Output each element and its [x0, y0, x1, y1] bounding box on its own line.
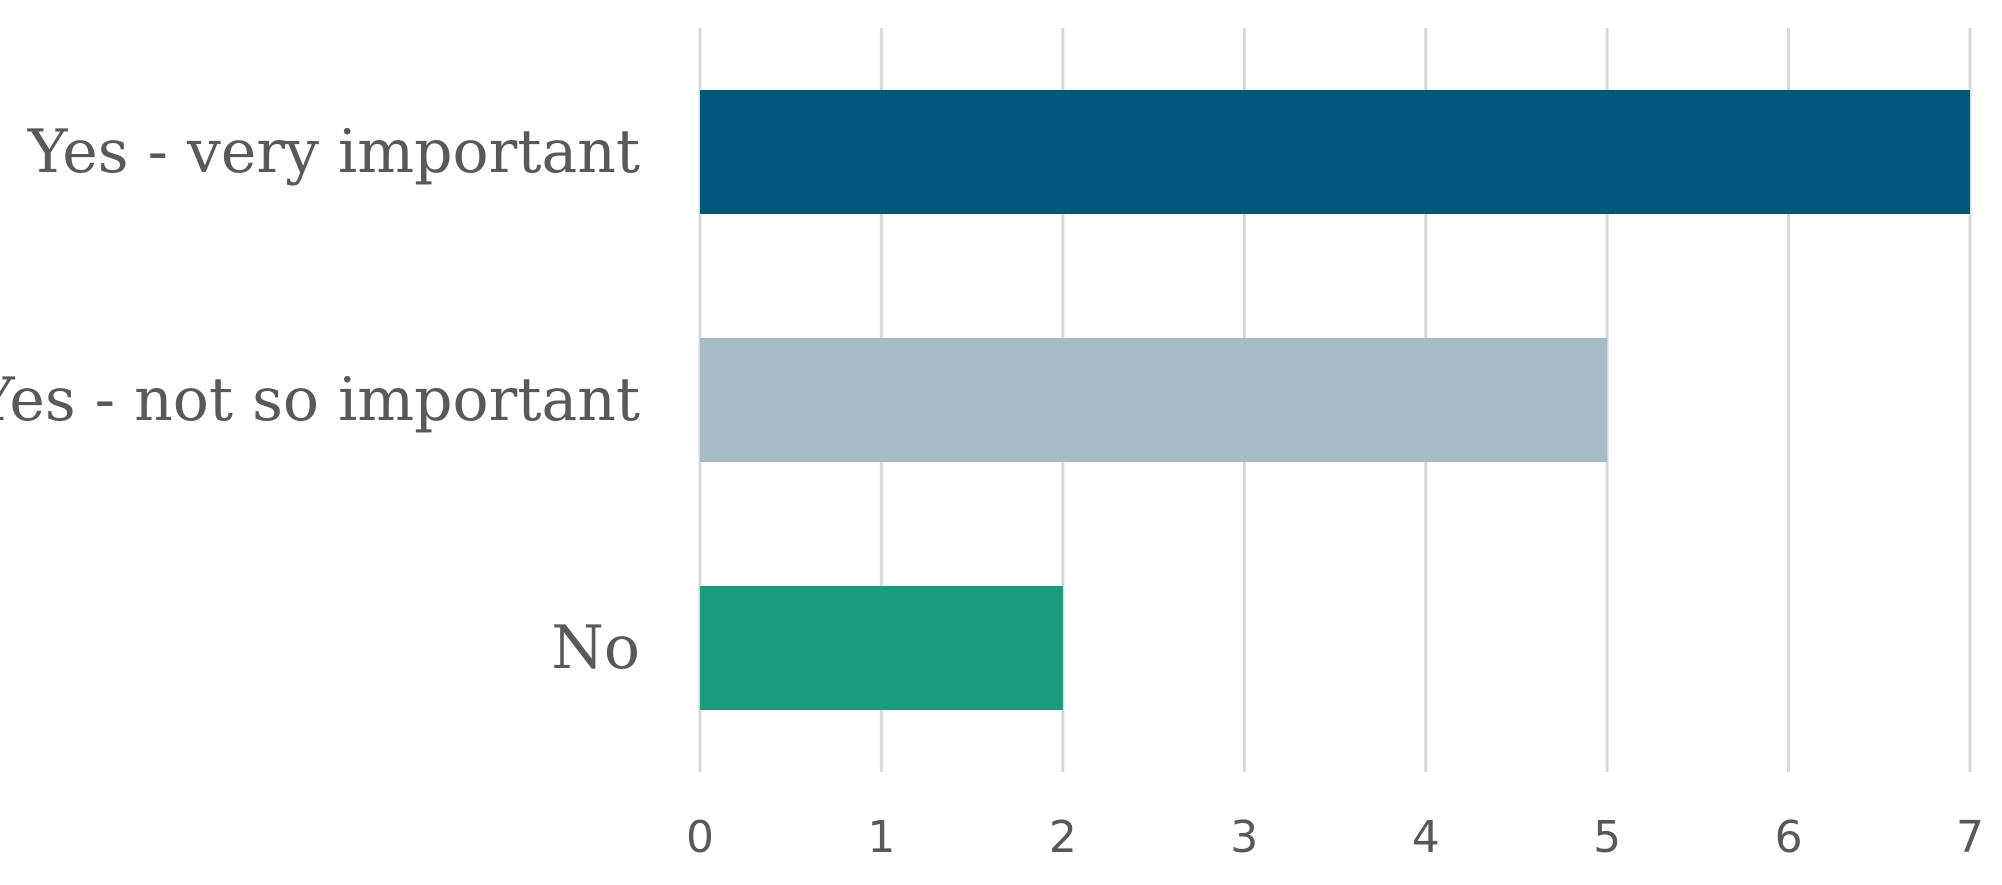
- bar-2: [700, 586, 1063, 710]
- x-tick-label: 0: [686, 812, 714, 863]
- x-tick-label: 3: [1230, 812, 1258, 863]
- x-tick-label: 4: [1412, 812, 1440, 863]
- bar-1: [700, 338, 1608, 462]
- x-tick-label: 7: [1956, 812, 1984, 863]
- category-label: Yes - very important: [27, 117, 640, 187]
- category-labels: Yes - very important Yes - not so importa…: [0, 117, 640, 683]
- x-tick-label: 1: [867, 812, 895, 863]
- category-label: No: [551, 613, 640, 683]
- x-axis-tick-labels: 0 1 2 3 4 5 6 7: [686, 812, 1984, 863]
- bars: [700, 90, 1970, 710]
- category-label: Yes - not so important: [0, 365, 640, 435]
- bar-0: [700, 90, 1970, 214]
- x-tick-label: 6: [1775, 812, 1803, 863]
- x-tick-label: 5: [1593, 812, 1621, 863]
- x-tick-label: 2: [1049, 812, 1077, 863]
